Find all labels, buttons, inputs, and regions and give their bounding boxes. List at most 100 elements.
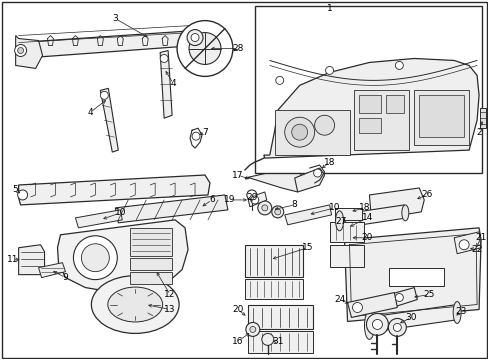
Bar — [329, 245, 364, 267]
Polygon shape — [263, 58, 478, 158]
Polygon shape — [337, 205, 407, 228]
Text: 13: 13 — [164, 305, 176, 314]
Polygon shape — [294, 168, 324, 192]
Bar — [130, 258, 172, 270]
Circle shape — [160, 54, 168, 62]
Bar — [334, 208, 362, 220]
Bar — [354, 90, 408, 150]
Circle shape — [189, 32, 221, 64]
Bar — [329, 222, 364, 242]
Ellipse shape — [91, 276, 179, 333]
Polygon shape — [160, 50, 172, 118]
Text: 19: 19 — [224, 195, 235, 204]
Polygon shape — [369, 188, 424, 220]
Polygon shape — [479, 108, 485, 128]
Polygon shape — [100, 88, 118, 152]
Circle shape — [100, 91, 108, 99]
Circle shape — [191, 33, 199, 41]
Text: 21: 21 — [474, 233, 486, 242]
Circle shape — [250, 196, 258, 204]
Polygon shape — [115, 195, 227, 223]
Text: 29: 29 — [245, 193, 257, 202]
Text: 4: 4 — [170, 79, 176, 88]
Circle shape — [325, 67, 333, 75]
Bar — [413, 90, 468, 145]
Text: 23: 23 — [454, 307, 466, 316]
Text: 12: 12 — [164, 290, 176, 299]
Bar — [247, 305, 312, 329]
Circle shape — [395, 62, 403, 69]
Text: 11: 11 — [7, 255, 19, 264]
Circle shape — [395, 293, 403, 302]
Circle shape — [271, 206, 283, 218]
Circle shape — [249, 327, 255, 332]
Circle shape — [18, 48, 23, 54]
Ellipse shape — [108, 287, 163, 322]
Polygon shape — [75, 210, 122, 228]
Text: 2: 2 — [475, 128, 481, 137]
Bar — [130, 272, 172, 284]
Circle shape — [187, 30, 203, 45]
Text: 17: 17 — [232, 171, 243, 180]
Circle shape — [313, 169, 321, 177]
Circle shape — [274, 209, 280, 215]
Text: 28: 28 — [232, 44, 243, 53]
Bar — [386, 95, 404, 113]
Text: 14: 14 — [361, 213, 372, 222]
Circle shape — [392, 323, 401, 332]
Circle shape — [192, 132, 200, 140]
Circle shape — [387, 319, 406, 336]
Polygon shape — [244, 168, 304, 192]
Text: 4: 4 — [87, 108, 93, 117]
Bar — [244, 245, 302, 276]
Circle shape — [458, 240, 468, 250]
Circle shape — [261, 205, 267, 211]
Circle shape — [275, 76, 283, 84]
Text: 27: 27 — [335, 217, 346, 226]
Circle shape — [177, 21, 232, 76]
Polygon shape — [16, 31, 198, 58]
Text: 24: 24 — [333, 295, 345, 304]
Circle shape — [73, 236, 117, 280]
Circle shape — [245, 323, 259, 336]
Polygon shape — [366, 305, 458, 332]
Polygon shape — [453, 232, 480, 254]
Text: 5: 5 — [13, 185, 19, 194]
Polygon shape — [19, 175, 209, 205]
Circle shape — [15, 45, 26, 57]
Polygon shape — [16, 36, 42, 68]
Text: 20: 20 — [361, 233, 372, 242]
Text: 8: 8 — [291, 201, 297, 210]
Text: 15: 15 — [301, 243, 313, 252]
Polygon shape — [39, 263, 65, 278]
Polygon shape — [284, 205, 331, 225]
Polygon shape — [247, 192, 266, 207]
Circle shape — [257, 201, 271, 215]
Text: 20: 20 — [232, 305, 243, 314]
Circle shape — [18, 190, 27, 200]
Ellipse shape — [401, 205, 408, 221]
Circle shape — [291, 124, 307, 140]
Circle shape — [366, 314, 387, 336]
Circle shape — [284, 117, 314, 147]
Text: 10: 10 — [114, 208, 126, 217]
Ellipse shape — [452, 302, 460, 323]
Bar — [274, 110, 349, 155]
Text: 10: 10 — [328, 203, 340, 212]
Ellipse shape — [335, 211, 343, 231]
Text: 18: 18 — [323, 158, 335, 167]
Text: 9: 9 — [62, 273, 68, 282]
Bar — [418, 95, 463, 137]
Text: 6: 6 — [209, 195, 214, 204]
Text: 3: 3 — [112, 14, 118, 23]
Bar — [247, 332, 312, 353]
Bar — [244, 279, 302, 298]
Text: 16: 16 — [232, 337, 243, 346]
Text: 31: 31 — [271, 337, 283, 346]
Circle shape — [372, 319, 382, 329]
Circle shape — [261, 333, 273, 345]
Polygon shape — [347, 293, 397, 318]
Bar — [388, 268, 443, 285]
Text: 1: 1 — [326, 4, 332, 13]
Bar — [254, 6, 481, 173]
